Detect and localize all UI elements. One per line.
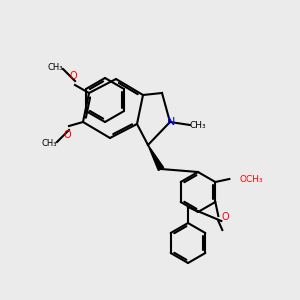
Text: O: O bbox=[221, 212, 229, 222]
Polygon shape bbox=[148, 145, 164, 170]
Text: O: O bbox=[69, 71, 77, 81]
Text: CH₃: CH₃ bbox=[41, 140, 57, 148]
Text: N: N bbox=[167, 117, 175, 127]
Text: CH₃: CH₃ bbox=[47, 62, 63, 71]
Text: CH₃: CH₃ bbox=[190, 121, 206, 130]
Text: OCH₃: OCH₃ bbox=[239, 175, 263, 184]
Text: O: O bbox=[63, 130, 71, 140]
